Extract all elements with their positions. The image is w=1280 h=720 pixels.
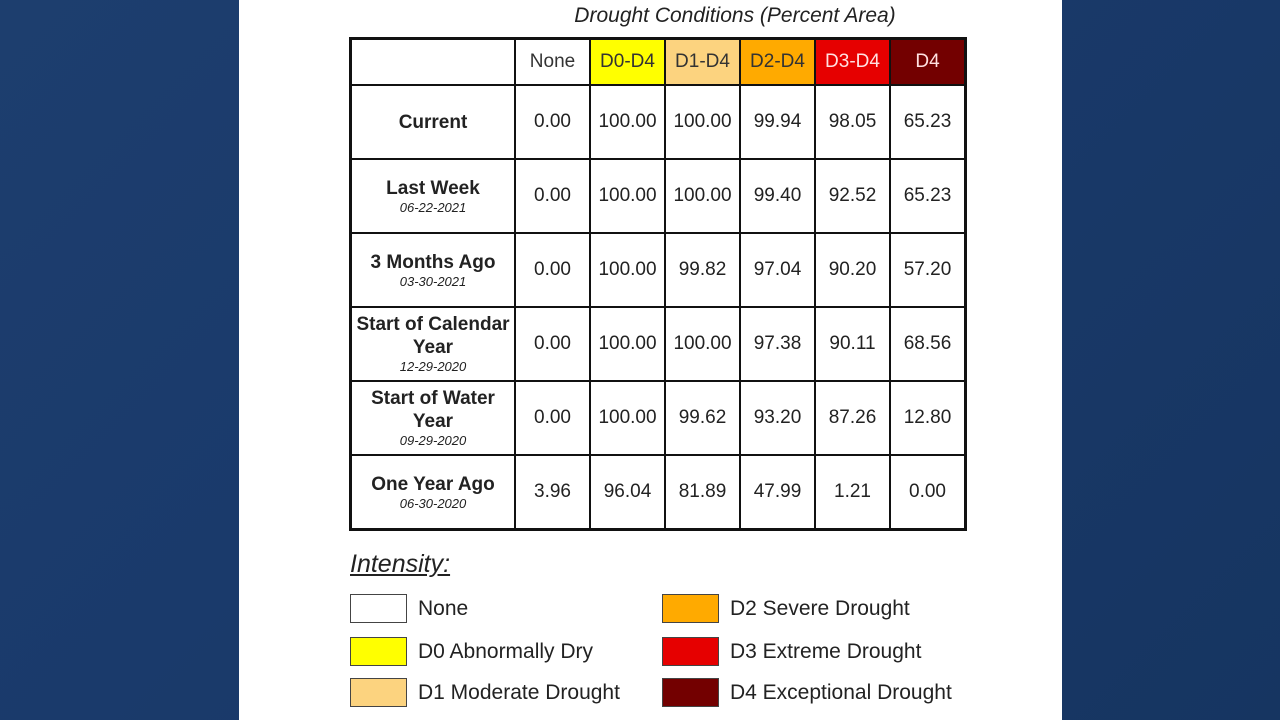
table-title: Drought Conditions (Percent Area) bbox=[574, 4, 896, 27]
corner-cell bbox=[350, 38, 515, 86]
legend-swatch bbox=[662, 594, 719, 623]
row-label-cell: Start of Water Year 09-29-2020 bbox=[349, 380, 516, 456]
legend-label: D2 Severe Drought bbox=[730, 596, 910, 620]
value-cell: 97.04 bbox=[739, 232, 816, 308]
value-cell: 100.00 bbox=[664, 158, 741, 234]
value-cell: 100.00 bbox=[589, 380, 666, 456]
legend-item: D0 Abnormally Dry bbox=[350, 637, 593, 666]
legend-swatch bbox=[350, 594, 407, 623]
value-cell: 99.40 bbox=[739, 158, 816, 234]
value-cell: 92.52 bbox=[814, 158, 891, 234]
legend-label: D0 Abnormally Dry bbox=[418, 639, 594, 663]
legend-item: D1 Moderate Drought bbox=[350, 678, 620, 707]
legend-label: None bbox=[418, 596, 469, 620]
value-cell: 57.20 bbox=[889, 232, 967, 308]
column-header: D1-D4 bbox=[664, 37, 741, 86]
column-header: D2-D4 bbox=[739, 37, 816, 86]
value-cell: 90.20 bbox=[814, 232, 891, 308]
legend-item: D3 Extreme Drought bbox=[662, 637, 921, 666]
row-label-cell: Start of Calendar Year 12-29-2020 bbox=[349, 306, 516, 382]
legend-label: D3 Extreme Drought bbox=[730, 639, 922, 663]
legend-label: D4 Exceptional Drought bbox=[730, 680, 952, 704]
value-cell: 99.94 bbox=[739, 84, 816, 160]
value-cell: 0.00 bbox=[514, 380, 591, 456]
table-row: Current 0.00 100.00 100.00 99.94 98.05 65.23 bbox=[349, 84, 967, 160]
row-label: 3 Months Ago bbox=[370, 251, 496, 273]
table-row: Start of Calendar Year 12-29-2020 0.00 100.… bbox=[349, 306, 967, 382]
row-date: 09-29-2020 bbox=[399, 433, 467, 448]
value-cell: 93.20 bbox=[739, 380, 816, 456]
row-label: Start of Calendar Year bbox=[356, 314, 510, 358]
value-cell: 100.00 bbox=[664, 306, 741, 382]
row-date: 03-30-2021 bbox=[399, 273, 467, 289]
value-cell: 47.99 bbox=[739, 454, 816, 531]
row-date: 06-22-2021 bbox=[399, 199, 467, 215]
value-cell: 0.00 bbox=[514, 158, 591, 234]
row-label: Last Week bbox=[386, 177, 480, 199]
header-row: None D0-D4 D1-D4 D2-D4 D3-D4 D4 bbox=[350, 37, 967, 86]
value-cell: 100.00 bbox=[589, 84, 666, 160]
legend-swatch bbox=[662, 678, 719, 707]
value-cell: 0.00 bbox=[514, 306, 591, 382]
table-row: Last Week 06-22-2021 0.00 100.00 100.00 99.40… bbox=[349, 158, 967, 234]
value-cell: 99.62 bbox=[664, 380, 741, 456]
value-cell: 90.11 bbox=[814, 306, 891, 382]
value-cell: 98.05 bbox=[814, 84, 891, 160]
value-cell: 12.80 bbox=[889, 380, 967, 456]
value-cell: 65.23 bbox=[889, 84, 967, 160]
row-date: 06-30-2020 bbox=[399, 495, 467, 511]
row-label-cell: Last Week 06-22-2021 bbox=[349, 158, 516, 234]
legend-item: None bbox=[350, 594, 468, 623]
value-cell: 0.00 bbox=[514, 232, 591, 308]
value-cell: 81.89 bbox=[664, 454, 741, 531]
legend-title: Intensity: bbox=[350, 550, 451, 578]
value-cell: 65.23 bbox=[889, 158, 967, 234]
column-header: D4 bbox=[889, 37, 967, 86]
table-row: One Year Ago 06-30-2020 3.96 96.04 81.89 47.9… bbox=[349, 454, 967, 531]
value-cell: 100.00 bbox=[589, 158, 666, 234]
column-header: D0-D4 bbox=[589, 37, 666, 86]
row-label-cell: One Year Ago 06-30-2020 bbox=[349, 454, 516, 531]
value-cell: 100.00 bbox=[589, 306, 666, 382]
legend-swatch bbox=[350, 637, 407, 666]
value-cell: 68.56 bbox=[889, 306, 967, 382]
row-label-cell: 3 Months Ago 03-30-2021 bbox=[349, 232, 516, 308]
drought-table: None D0-D4 D1-D4 D2-D4 D3-D4 D4 Current 0.00 10… bbox=[349, 37, 967, 531]
row-label-cell: Current bbox=[349, 84, 516, 160]
row-label: Start of Water Year bbox=[371, 388, 495, 432]
row-date: 12-29-2020 bbox=[399, 359, 467, 374]
value-cell: 0.00 bbox=[889, 454, 967, 531]
legend-item: D2 Severe Drought bbox=[662, 594, 910, 623]
legend-swatch bbox=[662, 637, 719, 666]
value-cell: 99.82 bbox=[664, 232, 741, 308]
table-row: 3 Months Ago 03-30-2021 0.00 100.00 99.82 97.… bbox=[349, 232, 967, 308]
column-header: D3-D4 bbox=[814, 37, 891, 86]
row-label: Current bbox=[398, 111, 468, 133]
column-header: None bbox=[514, 37, 591, 86]
value-cell: 100.00 bbox=[664, 84, 741, 160]
table-row: Start of Water Year 09-29-2020 0.00 100.00 9… bbox=[349, 380, 967, 456]
value-cell: 87.26 bbox=[814, 380, 891, 456]
value-cell: 97.38 bbox=[739, 306, 816, 382]
value-cell: 100.00 bbox=[589, 232, 666, 308]
value-cell: 0.00 bbox=[514, 84, 591, 160]
value-cell: 1.21 bbox=[814, 454, 891, 531]
value-cell: 96.04 bbox=[589, 454, 666, 531]
value-cell: 3.96 bbox=[514, 454, 591, 531]
legend-item: D4 Exceptional Drought bbox=[662, 678, 952, 707]
legend-swatch bbox=[350, 678, 407, 707]
row-label: One Year Ago bbox=[371, 473, 495, 495]
legend-label: D1 Moderate Drought bbox=[418, 680, 620, 704]
